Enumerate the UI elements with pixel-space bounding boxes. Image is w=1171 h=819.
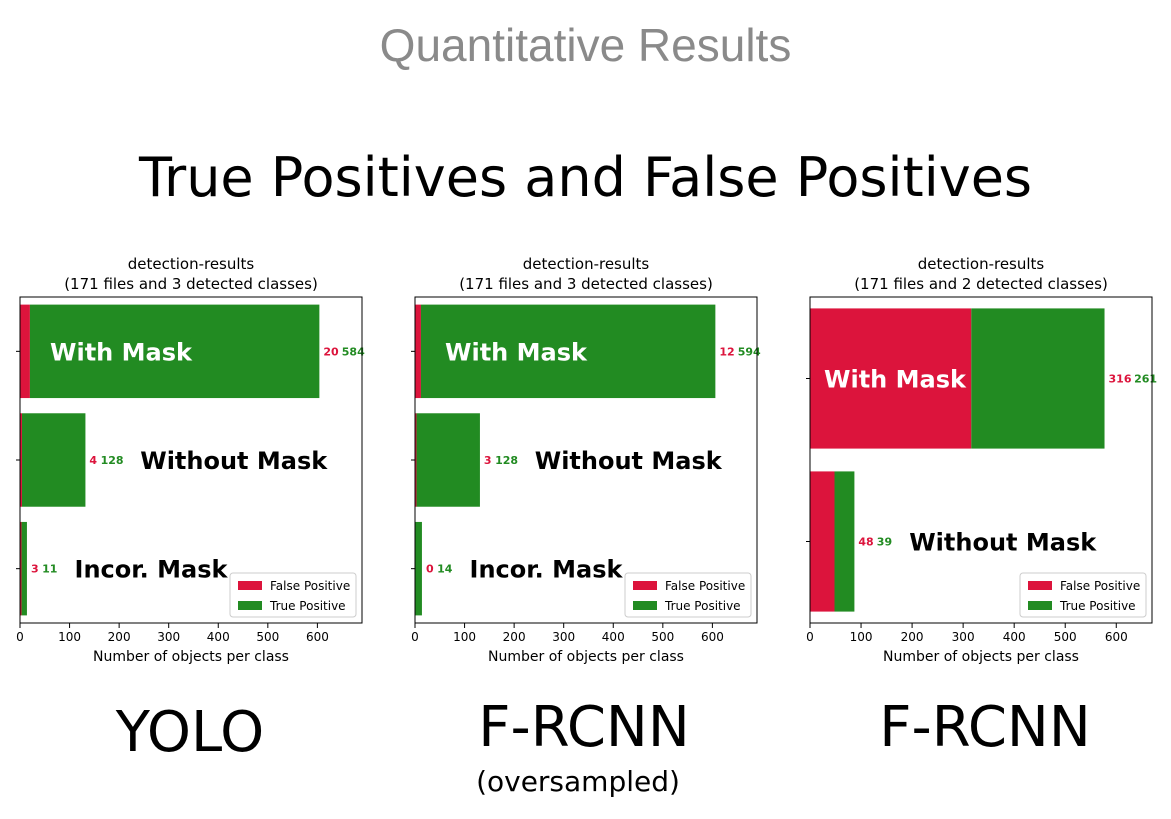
x-tick-label: 100 [58, 630, 81, 644]
bar-true-positive [834, 471, 855, 612]
caption-yolo: YOLO [115, 700, 265, 765]
bar-true-positive [416, 413, 480, 507]
value-label-true-positive: 128 [495, 454, 518, 467]
value-label-false-positive: 4 [89, 454, 97, 467]
value-label-true-positive: 261 [1134, 373, 1157, 386]
bar-false-positive [415, 413, 417, 507]
x-axis-label: Number of objects per class [883, 649, 1079, 665]
chart-title-line: (171 files and 3 detected classes) [459, 275, 713, 293]
frcnn-oversampled-chart: detection-results (171 files and 3 detect… [411, 255, 761, 665]
x-tick-label: 600 [701, 630, 724, 644]
slide-heading: Quantitative Results [379, 19, 792, 71]
bar-true-positive [21, 413, 86, 507]
category-annotation: Incor. Mask [470, 556, 624, 584]
category-annotation: Without Mask [535, 447, 723, 475]
bar-true-positive [21, 521, 27, 616]
category-annotation: Without Mask [909, 529, 1097, 557]
x-tick-label: 500 [1054, 630, 1077, 644]
value-label-true-positive: 594 [738, 345, 761, 358]
plot-frame [809, 296, 1153, 624]
legend-label: True Positive [269, 599, 346, 613]
legend-swatch [238, 601, 262, 610]
x-tick-label: 0 [411, 630, 419, 644]
value-label-true-positive: 14 [437, 563, 453, 576]
yolo-chart: detection-results (171 files and 3 detect… [16, 255, 365, 665]
bar-true-positive [29, 304, 320, 399]
x-tick-label: 500 [256, 630, 279, 644]
frcnn-chart: detection-results (171 files and 2 detect… [806, 255, 1157, 665]
x-tick-label: 300 [157, 630, 180, 644]
plot-frame [414, 296, 758, 624]
bar-false-positive [20, 521, 22, 616]
bar-false-positive [20, 304, 30, 399]
x-tick-label: 400 [207, 630, 230, 644]
caption-frcnn-oversampled: F-RCNN [478, 695, 690, 760]
x-tick-label: 0 [16, 630, 24, 644]
bar-true-positive [415, 521, 422, 616]
legend-swatch [1028, 601, 1052, 610]
value-label-false-positive: 48 [858, 536, 873, 549]
plot-frame [19, 296, 363, 624]
value-label-false-positive: 3 [484, 454, 492, 467]
category-annotation: With Mask [824, 366, 967, 394]
chart-title-line: detection-results [128, 255, 255, 273]
chart-title-line: (171 files and 2 detected classes) [854, 275, 1108, 293]
legend-label: False Positive [1060, 579, 1140, 593]
value-label-true-positive: 39 [877, 536, 892, 549]
chart-title-line: (171 files and 3 detected classes) [64, 275, 318, 293]
caption-frcnn: F-RCNN [879, 695, 1091, 760]
value-label-false-positive: 20 [323, 345, 339, 358]
value-label-true-positive: 584 [342, 345, 365, 358]
x-tick-label: 200 [901, 630, 924, 644]
x-tick-label: 100 [453, 630, 476, 644]
x-tick-label: 400 [602, 630, 625, 644]
category-annotation: With Mask [50, 338, 193, 366]
category-annotation: Without Mask [140, 447, 328, 475]
category-annotation: With Mask [445, 338, 588, 366]
legend-label: False Positive [270, 579, 350, 593]
bar-false-positive [415, 304, 421, 399]
legend-swatch [1028, 581, 1052, 590]
legend-swatch [633, 601, 657, 610]
chart-title-line: detection-results [918, 255, 1045, 273]
value-label-false-positive: 0 [426, 563, 434, 576]
x-axis-label: Number of objects per class [93, 649, 289, 665]
value-label-false-positive: 12 [719, 345, 734, 358]
value-label-false-positive: 3 [31, 563, 39, 576]
x-tick-label: 400 [1003, 630, 1026, 644]
x-tick-label: 300 [552, 630, 575, 644]
caption-oversampled-note: (oversampled) [476, 765, 680, 798]
bar-true-positive [971, 308, 1105, 449]
value-label-true-positive: 11 [42, 563, 57, 576]
x-tick-label: 600 [306, 630, 329, 644]
x-tick-label: 200 [108, 630, 131, 644]
x-tick-label: 100 [850, 630, 873, 644]
chart-title-line: detection-results [523, 255, 650, 273]
x-tick-label: 500 [651, 630, 674, 644]
legend-swatch [633, 581, 657, 590]
legend-label: False Positive [665, 579, 745, 593]
bar-false-positive [20, 413, 22, 507]
slide-subheading: True Positives and False Positives [138, 146, 1033, 209]
bar-false-positive [810, 471, 835, 612]
category-annotation: Incor. Mask [75, 556, 229, 584]
bar-true-positive [420, 304, 716, 399]
x-tick-label: 0 [806, 630, 814, 644]
x-tick-label: 200 [503, 630, 526, 644]
bar-false-positive [810, 308, 972, 449]
x-tick-label: 300 [952, 630, 975, 644]
value-label-true-positive: 128 [101, 454, 124, 467]
x-axis-label: Number of objects per class [488, 649, 684, 665]
legend-label: True Positive [1059, 599, 1136, 613]
legend-label: True Positive [664, 599, 741, 613]
value-label-false-positive: 316 [1109, 373, 1132, 386]
legend-swatch [238, 581, 262, 590]
x-tick-label: 600 [1105, 630, 1128, 644]
